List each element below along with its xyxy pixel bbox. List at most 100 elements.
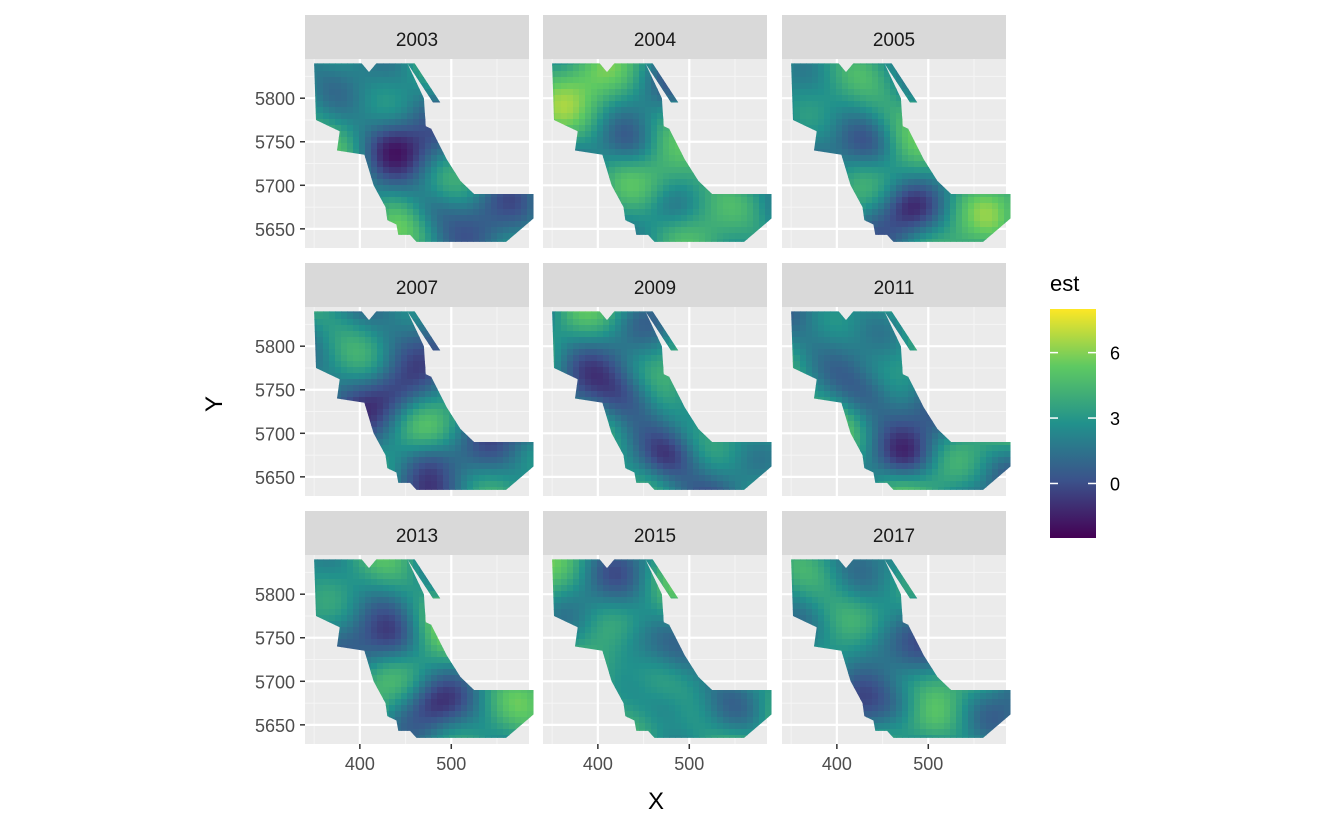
surface-cell: [497, 215, 504, 222]
surface-cell: [389, 197, 396, 204]
surface-cell: [479, 469, 486, 476]
surface-cell: [836, 95, 843, 102]
surface-cell: [407, 71, 414, 78]
surface-cell: [377, 149, 384, 156]
surface-cell: [633, 215, 640, 222]
surface-cell: [359, 373, 366, 380]
surface-cell: [890, 131, 897, 138]
surface-cell: [467, 451, 474, 458]
surface-cell: [836, 89, 843, 96]
surface-cell: [401, 409, 408, 416]
surface-cell: [663, 203, 670, 210]
surface-cell: [395, 197, 402, 204]
surface-cell: [449, 173, 456, 180]
surface-cell: [419, 167, 426, 174]
surface-cell: [884, 119, 891, 126]
surface-cell: [503, 487, 510, 490]
surface-cell: [848, 113, 855, 120]
surface-cell: [890, 179, 897, 186]
surface-cell: [765, 215, 772, 222]
surface-cell: [383, 113, 390, 120]
surface-cell: [455, 439, 462, 446]
surface-cell: [968, 239, 975, 242]
surface-cell: [455, 203, 462, 210]
surface-cell: [383, 83, 390, 90]
surface-cell: [914, 197, 921, 204]
surface-cell: [419, 469, 426, 476]
surface-cell: [485, 215, 492, 222]
surface-cell: [425, 487, 432, 490]
surface-cell: [419, 227, 426, 234]
surface-cell: [884, 203, 891, 210]
surface-cell: [353, 313, 360, 320]
surface-cell: [485, 203, 492, 210]
surface-cell: [389, 143, 396, 150]
surface-cell: [872, 107, 879, 114]
surface-cell: [561, 63, 568, 66]
surface-cell: [711, 221, 718, 228]
surface-cell: [383, 63, 390, 66]
surface-cell: [317, 63, 324, 66]
surface-cell: [401, 349, 408, 356]
surface-cell: [657, 173, 664, 180]
surface-cell: [585, 149, 592, 156]
surface-cell: [359, 391, 366, 398]
surface-cell: [944, 197, 951, 204]
surface-cell: [824, 125, 831, 132]
surface-cell: [675, 221, 682, 228]
surface-cell: [491, 209, 498, 216]
surface-cell: [968, 209, 975, 216]
surface-cell: [573, 71, 580, 78]
surface-cell: [395, 107, 402, 114]
surface-cell: [615, 131, 622, 138]
surface-cell: [323, 101, 330, 108]
surface-cell: [485, 227, 492, 234]
surface-cell: [854, 71, 861, 78]
surface-cell: [699, 203, 706, 210]
surface-cell: [842, 137, 849, 144]
surface-cell: [573, 113, 580, 120]
surface-cell: [389, 119, 396, 126]
surface-cell: [395, 179, 402, 186]
surface-cell: [920, 173, 927, 180]
surface-cell: [521, 221, 528, 228]
surface-cell: [567, 63, 574, 66]
surface-cell: [657, 101, 664, 108]
surface-cell: [401, 397, 408, 404]
surface-cell: [884, 71, 891, 78]
surface-cell: [413, 101, 420, 108]
surface-cell: [437, 185, 444, 192]
surface-cell: [896, 233, 903, 240]
surface-cell: [980, 191, 987, 198]
surface-cell: [425, 397, 432, 404]
surface-cell: [449, 179, 456, 186]
surface-cell: [365, 319, 372, 326]
surface-cell: [705, 227, 712, 234]
surface-cell: [395, 113, 402, 120]
surface-cell: [347, 331, 354, 338]
surface-cell: [479, 191, 486, 198]
surface-cell: [872, 63, 879, 66]
surface-cell: [461, 445, 468, 452]
surface-cell: [389, 63, 396, 66]
surface-cell: [896, 113, 903, 120]
surface-cell: [491, 239, 498, 242]
surface-cell: [347, 101, 354, 108]
surface-cell: [419, 379, 426, 386]
surface-cell: [491, 197, 498, 204]
surface-cell: [473, 475, 480, 482]
surface-cell: [663, 149, 670, 156]
surface-cell: [896, 101, 903, 108]
surface-cell: [371, 107, 378, 114]
surface-cell: [926, 167, 933, 174]
surface-cell: [561, 113, 568, 120]
surface-cell: [413, 119, 420, 126]
surface-cell: [383, 331, 390, 338]
surface-cell: [866, 209, 873, 216]
surface-cell: [317, 319, 324, 326]
surface-cell: [723, 215, 730, 222]
surface-cell: [621, 185, 628, 192]
surface-cell: [920, 191, 927, 198]
surface-cell: [314, 313, 318, 320]
surface-cell: [860, 77, 867, 84]
